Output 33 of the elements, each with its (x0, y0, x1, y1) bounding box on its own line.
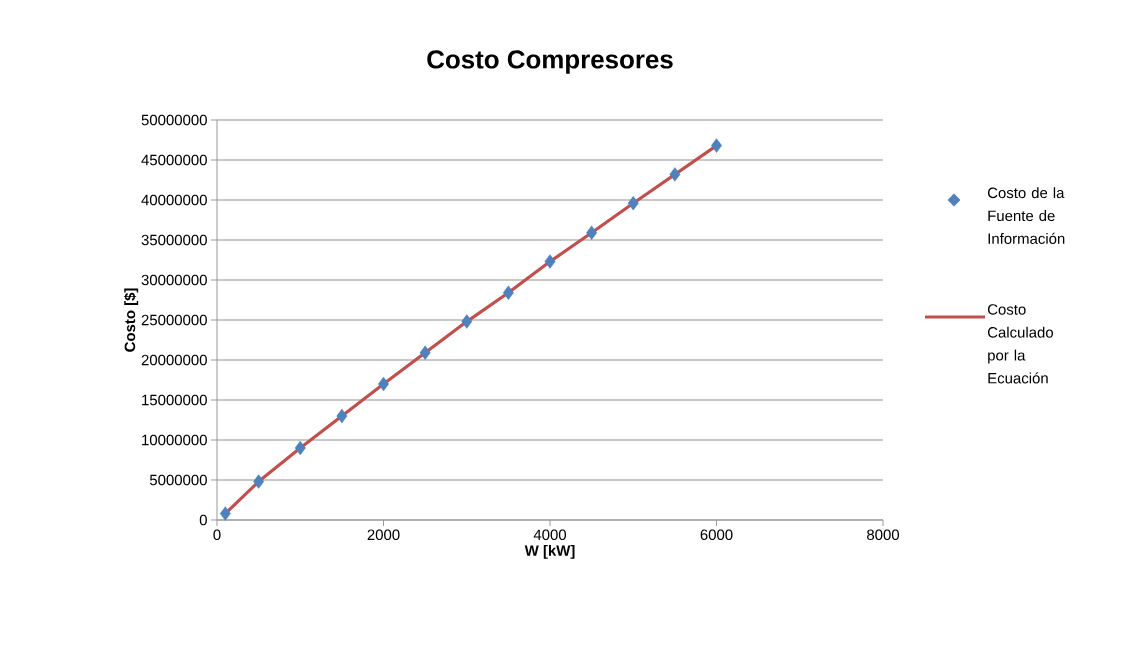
y-axis-title: Costo [$] (123, 288, 139, 352)
y-tick-label: 20000000 (141, 354, 207, 366)
point (419, 345, 431, 360)
x-tick-label: 8000 (867, 529, 900, 541)
y-tick-label: 10000000 (142, 434, 207, 446)
point (461, 314, 473, 329)
y-tick-label: 15000000 (142, 394, 207, 406)
point (294, 440, 306, 456)
y-tick-label: 35000000 (141, 234, 207, 246)
x-axis-title: W [kW] (524, 544, 575, 559)
x-tick-label: 4000 (533, 529, 567, 541)
point (502, 285, 514, 300)
y-tick-label: 5000000 (149, 474, 207, 486)
point (253, 474, 265, 489)
y-tick-label: 50000000 (141, 114, 207, 126)
point (586, 225, 598, 240)
y-tick-label: 45000000 (141, 154, 207, 166)
legend-label: Costo de la Fuente de Información (987, 187, 1065, 244)
point (711, 138, 722, 153)
x-tick-label: 0 (213, 529, 221, 541)
point (544, 254, 556, 269)
point (627, 196, 639, 211)
point (219, 506, 231, 521)
y-tick-label: 30000000 (141, 274, 207, 286)
point (336, 408, 348, 424)
y-tick-label: 25000000 (141, 314, 207, 326)
x-tick-label: 2000 (367, 529, 400, 541)
point (669, 167, 681, 182)
legend-label: Costo Calculado por la Ecuación (987, 304, 1054, 384)
y-tick-label: 0 (199, 514, 207, 526)
chart-title: Costo Compresores (427, 50, 673, 74)
x-tick-label: 6000 (700, 529, 733, 541)
y-tick-label: 40000000 (141, 194, 207, 206)
